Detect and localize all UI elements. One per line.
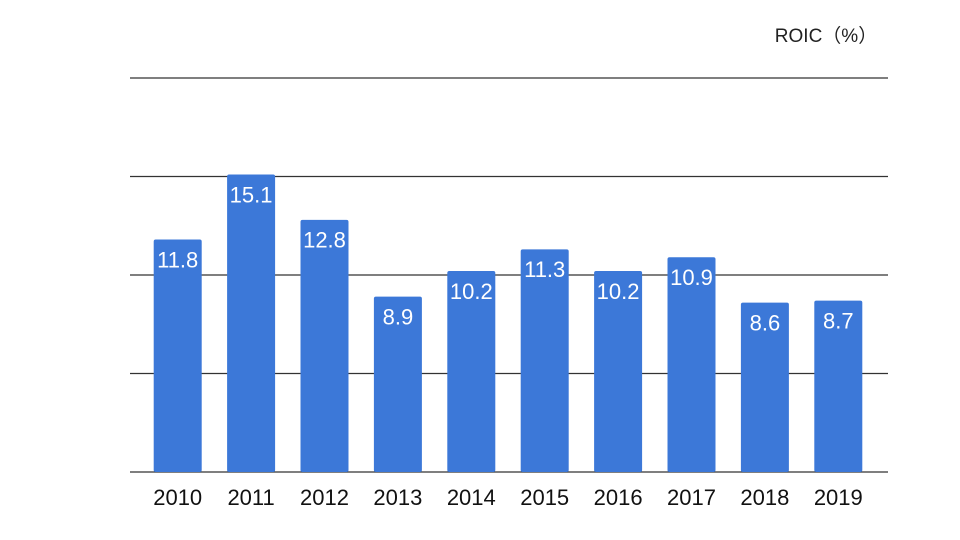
data-label: 8.7: [823, 308, 854, 333]
x-tick-label: 2013: [373, 485, 422, 510]
bar: [153, 239, 202, 472]
bar: [740, 302, 789, 472]
data-label: 11.8: [157, 247, 198, 272]
bar: [447, 271, 496, 472]
x-tick-label: 2015: [520, 485, 569, 510]
data-label: 8.9: [383, 304, 414, 329]
bar: [667, 257, 716, 472]
data-label: 8.6: [750, 310, 781, 335]
x-tick-label: 2012: [300, 485, 349, 510]
bar: [227, 174, 276, 472]
bar: [814, 300, 863, 472]
bar: [300, 219, 349, 472]
x-tick-label: 2016: [594, 485, 643, 510]
data-label: 10.9: [670, 265, 713, 290]
data-label: 12.8: [303, 228, 346, 253]
bar: [594, 271, 643, 472]
data-label: 15.1: [230, 182, 273, 207]
x-tick-label: 2017: [667, 485, 716, 510]
data-label: 11.3: [524, 257, 565, 282]
x-tick-label: 2018: [740, 485, 789, 510]
data-label: 10.2: [597, 279, 640, 304]
chart-title: ROIC（%）: [775, 25, 877, 47]
bar: [520, 249, 569, 472]
x-tick-label: 2010: [153, 485, 202, 510]
x-tick-label: 2011: [227, 485, 274, 510]
x-tick-label: 2014: [447, 485, 496, 510]
data-label: 10.2: [450, 279, 493, 304]
x-tick-label: 2019: [814, 485, 863, 510]
bar: [373, 296, 422, 472]
